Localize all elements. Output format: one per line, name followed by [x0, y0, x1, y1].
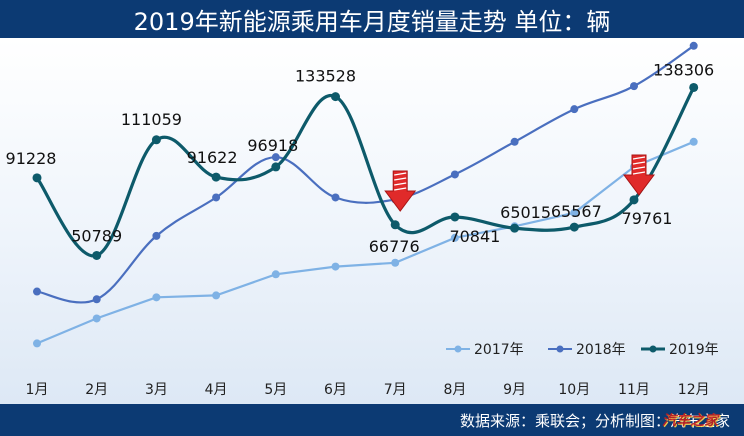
- data-point-2017年-5月: [271, 270, 280, 279]
- legend-label: 2018年: [576, 342, 626, 358]
- data-point-2019年-1月: [32, 173, 42, 183]
- data-label-9月: 65015: [500, 203, 551, 222]
- legend-item-2018年: 2018年: [548, 342, 626, 358]
- data-point-2019年-10月: [569, 222, 579, 232]
- data-point-2017年-2月: [92, 314, 101, 323]
- data-point-2019年-8月: [450, 212, 460, 222]
- data-point-2018年-1月: [33, 287, 41, 296]
- data-label-11月: 79761: [622, 209, 673, 228]
- data-point-2018年-8月: [450, 170, 459, 179]
- x-tick-label: 4月: [205, 382, 228, 398]
- x-tick-label: 3月: [145, 382, 168, 398]
- x-tick-label: 7月: [384, 382, 407, 398]
- x-tick-label: 5月: [264, 382, 287, 398]
- chart-title: 2019年新能源乘用车月度销量走势 单位：辆: [0, 0, 744, 38]
- data-label-2月: 50789: [71, 226, 122, 245]
- data-point-2018年-5月: [271, 153, 280, 162]
- down-arrow-icon: [384, 170, 417, 212]
- data-label-5月: 96918: [247, 136, 298, 155]
- data-point-2018年-6月: [331, 193, 340, 202]
- data-point-2018年-10月: [570, 105, 579, 114]
- data-point-2018年-11月: [630, 82, 638, 91]
- data-point-2019年-7月: [390, 220, 400, 230]
- data-label-7月: 66776: [369, 237, 420, 256]
- data-point-2019年-9月: [510, 223, 520, 233]
- x-tick-label: 1月: [26, 382, 49, 398]
- data-label-6月: 133528: [295, 67, 356, 86]
- data-point-2017年-7月: [391, 258, 400, 267]
- x-tick-label: 9月: [503, 382, 526, 398]
- data-point-2019年-5月: [271, 162, 281, 172]
- annotations: [384, 154, 655, 212]
- x-tick-label: 2月: [85, 382, 108, 398]
- data-point-2017年-10月: [570, 208, 579, 217]
- data-point-2019年-4月: [211, 172, 221, 182]
- data-label-4月: 91622: [187, 148, 238, 167]
- label-layer: 91228 50789 111059 91622 96918 133528 66776 708…: [6, 60, 715, 255]
- data-label-8月: 70841: [449, 227, 500, 246]
- x-tick-label: 12月: [678, 382, 710, 398]
- footer-bar: 数据来源：乘联会；分析制图：汽车之家 汽车之家: [0, 404, 744, 436]
- source-note: 数据来源：乘联会；分析制图：汽车之家: [459, 412, 730, 430]
- legend-item-2017年: 2017年: [446, 342, 524, 358]
- data-point-2019年-11月: [629, 195, 639, 205]
- data-label-10月: 65567: [551, 202, 602, 221]
- line-chart: 91228 50789 111059 91622 96918 133528 66776 708…: [6, 41, 719, 398]
- series-line-2019年: [35, 86, 696, 258]
- series-line-2018年: [36, 44, 695, 304]
- x-axis: 1月 2月 3月 4月 5月 6月 7月 8月 9月 10月 11月 12月: [26, 382, 710, 398]
- data-point-2019年-6月: [331, 92, 340, 102]
- legend-label: 2019年: [669, 342, 719, 358]
- watermark-logo: 汽车之家: [662, 413, 718, 429]
- data-point-2018年-2月: [92, 295, 101, 304]
- legend-item-2019年: 2019年: [641, 342, 719, 358]
- data-point-2019年-3月: [151, 135, 161, 145]
- data-point-2017年-8月: [450, 233, 459, 242]
- x-tick-label: 11月: [618, 382, 650, 398]
- data-point-2019年-2月: [92, 250, 102, 260]
- data-point-2018年-9月: [510, 137, 519, 146]
- data-point-2019年-12月: [689, 82, 699, 92]
- data-point-2017年-4月: [212, 291, 221, 300]
- series-line-2017年: [36, 140, 695, 345]
- series-layer: [32, 41, 699, 348]
- x-tick-label: 10月: [558, 382, 590, 398]
- data-point-2018年-12月: [689, 41, 698, 50]
- data-point-2017年-12月: [689, 137, 698, 146]
- data-point-2017年-3月: [152, 293, 161, 302]
- data-label-1月: 91228: [6, 149, 57, 168]
- data-point-2018年-4月: [212, 193, 221, 202]
- data-label-12月: 138306: [653, 60, 714, 79]
- data-point-2017年-1月: [33, 339, 41, 348]
- chart-area: 91228 50789 111059 91622 96918 133528 66776 708…: [0, 38, 744, 404]
- legend-label: 2017年: [474, 342, 524, 358]
- x-tick-label: 6月: [324, 382, 347, 398]
- data-point-2017年-6月: [331, 262, 340, 271]
- data-label-3月: 111059: [121, 110, 182, 129]
- data-point-2018年-3月: [152, 231, 161, 240]
- down-arrow-icon: [623, 154, 655, 196]
- x-tick-label: 8月: [443, 382, 466, 398]
- legend: 2017年 2018年 2019年: [446, 342, 719, 358]
